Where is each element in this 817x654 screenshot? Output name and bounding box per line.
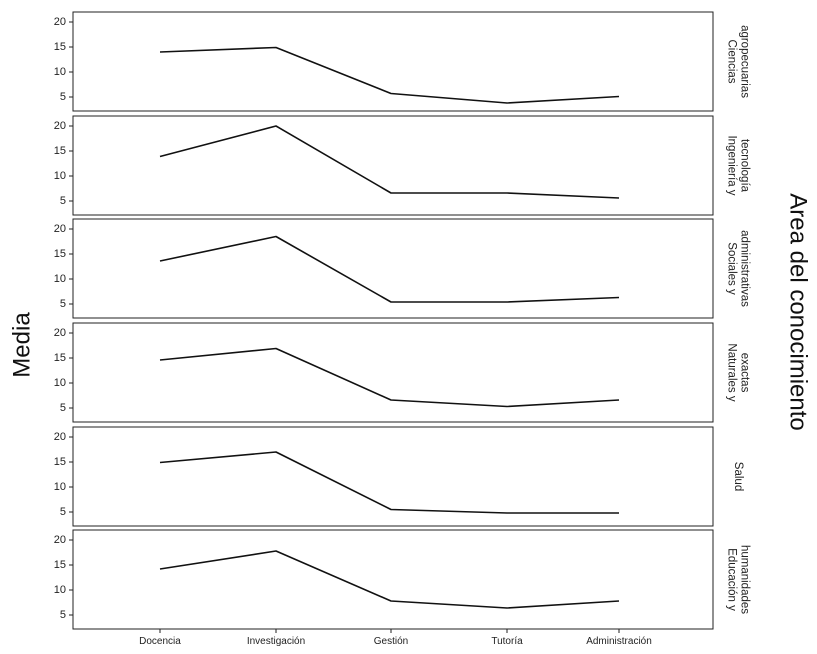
panel-frame (72, 529, 714, 630)
facet-label-line: Naturales y (725, 343, 737, 401)
facet-label-line: agropecuarias (738, 25, 750, 98)
y-tick-label: 5 (60, 402, 66, 414)
panel-frame (72, 11, 714, 112)
x-tick-label: Administración (586, 636, 652, 647)
y-tick-label: 5 (60, 91, 66, 103)
series-line (159, 550, 620, 609)
facet-label-line: administrativas (738, 230, 750, 307)
y-tick-label: 15 (54, 559, 66, 571)
y-tick-label: 15 (54, 145, 66, 157)
panel: 5 10 15 20 Ingeniería y tecnología (54, 115, 750, 216)
x-axis: Docencia Investigación Gestión Tutoría Admin… (139, 629, 652, 647)
panel-frame (72, 426, 714, 527)
facet-axis-title: Area del conocimiento (785, 193, 812, 430)
series-line (159, 46, 620, 104)
facet-label: Educación y humanidades (725, 545, 750, 614)
facet-label-line: humanidades (738, 545, 750, 614)
y-tick-label: 10 (54, 481, 66, 493)
y-tick-label: 5 (60, 298, 66, 310)
facet-label-line: Educación y (725, 548, 737, 611)
x-tick-label: Tutoría (491, 636, 523, 647)
y-tick-label: 10 (54, 377, 66, 389)
y-tick-label: 10 (54, 170, 66, 182)
panel: 5 10 15 20 Salud (54, 426, 744, 527)
series-line (159, 347, 620, 408)
y-tick-label: 15 (54, 41, 66, 53)
facet-label-line: tecnología (738, 139, 750, 193)
y-tick-label: 5 (60, 506, 66, 518)
y-tick-label: 20 (54, 431, 66, 443)
panel: 5 10 15 20 Educación y humanidades (54, 529, 750, 630)
panels-group: 5 10 15 20 Ciencias agropecuarias 5 10 15 20 Ingen… (54, 11, 750, 630)
y-tick-label: 20 (54, 534, 66, 546)
facet-label-line: Salud (732, 462, 744, 491)
panel-frame (72, 218, 714, 319)
facet-label: Naturales y exactas (725, 343, 750, 401)
series-line (159, 235, 620, 303)
y-tick-label: 20 (54, 16, 66, 28)
y-tick-label: 15 (54, 456, 66, 468)
y-tick-label: 10 (54, 584, 66, 596)
facet-label: Sociales y administrativas (725, 230, 750, 307)
panel: 5 10 15 20 Sociales y administrativas (54, 218, 750, 319)
y-tick-label: 5 (60, 609, 66, 621)
facet-label-line: Sociales y (725, 242, 737, 295)
panel: 5 10 15 20 Ciencias agropecuarias (54, 11, 750, 112)
y-tick-label: 10 (54, 66, 66, 78)
panel-frame (72, 115, 714, 216)
y-tick-label: 20 (54, 327, 66, 339)
y-tick-label: 15 (54, 248, 66, 260)
series-line (159, 451, 619, 514)
y-tick-label: 10 (54, 273, 66, 285)
y-tick-label: 20 (54, 223, 66, 235)
panel: 5 10 15 20 Naturales y exactas (54, 322, 750, 423)
facet-label-line: Ciencias (725, 39, 737, 83)
x-tick-label: Investigación (247, 636, 305, 647)
facet-label: Ciencias agropecuarias (725, 25, 750, 98)
y-axis-title: Media (8, 312, 35, 378)
facet-label: Salud (732, 462, 744, 491)
y-tick-label: 20 (54, 120, 66, 132)
x-tick-label: Docencia (139, 636, 181, 647)
series-line (159, 125, 620, 199)
facet-label: Ingeniería y tecnología (725, 135, 750, 195)
x-tick-label: Gestión (374, 636, 408, 647)
panel-frame (72, 322, 714, 423)
y-tick-label: 5 (60, 195, 66, 207)
facet-label-line: Ingeniería y (725, 135, 737, 195)
facet-label-line: exactas (738, 353, 750, 393)
y-tick-label: 15 (54, 352, 66, 364)
